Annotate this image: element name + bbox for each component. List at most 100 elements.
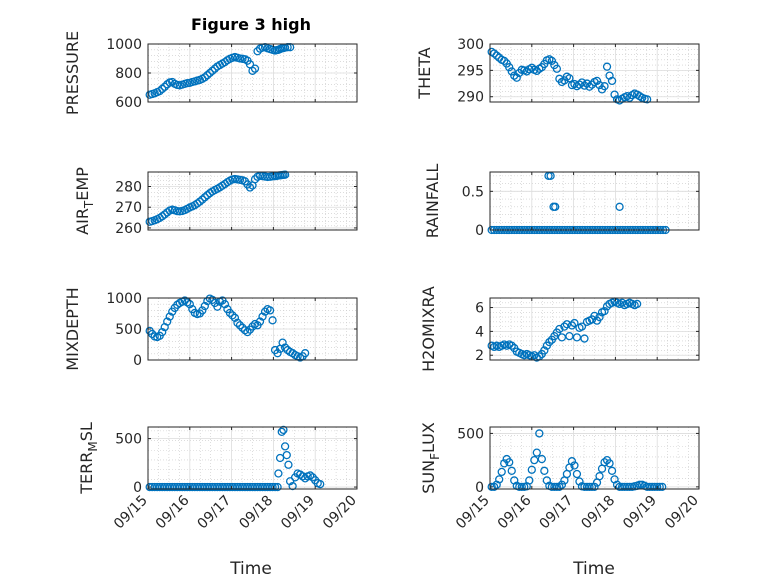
axes-box: [147, 426, 358, 490]
data-point: [607, 466, 617, 475]
data-point: [595, 80, 604, 90]
data-point: [208, 66, 217, 75]
data-point: [545, 337, 554, 347]
data-point: [279, 425, 288, 435]
data-point: [165, 312, 174, 321]
data-point: [248, 322, 257, 331]
y-axis-label: SUNFLUX: [419, 422, 442, 494]
data-point: [562, 320, 572, 329]
data-point: [535, 429, 544, 438]
x-tick-label: 09/15: [453, 493, 493, 533]
data-point: [273, 482, 282, 492]
panel-theta: 290 295 300 THETA: [415, 37, 700, 106]
data-point: [530, 351, 539, 360]
data-point: [230, 313, 240, 322]
data-point: [220, 300, 230, 309]
data-point: [487, 482, 496, 492]
y-tick-label: 1000: [106, 37, 142, 53]
panel-air_temp: 260 270 280 AIRTEMP: [73, 167, 358, 237]
y-tick-label: 260: [115, 221, 142, 237]
data-point: [490, 49, 499, 58]
data-point: [632, 299, 642, 309]
data-point: [527, 465, 536, 474]
data-point: [600, 82, 609, 91]
data-point: [160, 210, 169, 219]
panel-mixdepth: 0 500 1000 MIXDEPTH: [63, 287, 358, 371]
axes-box: [147, 171, 358, 231]
data-point: [235, 321, 245, 330]
data-point: [258, 312, 267, 321]
data-point: [275, 453, 285, 463]
data-point: [565, 74, 574, 83]
data-point: [250, 64, 260, 73]
panel-pressure: 600 800 1000 PRESSURE: [63, 31, 358, 115]
data-point: [500, 56, 509, 66]
data-point: [580, 334, 589, 343]
x-tick-label: 09/16: [495, 492, 535, 532]
x-tick-label: 09/18: [578, 493, 618, 533]
data-point: [557, 333, 567, 342]
y-axis-label: MIXDEPTH: [63, 287, 82, 370]
data-point: [600, 458, 609, 467]
data-point: [282, 450, 291, 460]
y-axis-label: AIRTEMP: [73, 167, 96, 235]
y-axis-label: H2OMIXRA: [419, 286, 438, 372]
data-point: [653, 482, 662, 492]
data-point: [296, 470, 305, 479]
data-point: [163, 317, 172, 326]
data-point: [612, 480, 622, 489]
data-point: [492, 51, 501, 60]
data-point: [585, 482, 594, 492]
data-point: [213, 302, 222, 311]
y-axis-label: THETA: [415, 47, 434, 99]
y-tick-label: 1000: [106, 291, 142, 307]
data-point: [288, 481, 297, 491]
data-point: [260, 307, 270, 316]
x-tick-label: 09/20: [662, 493, 702, 533]
data-point: [280, 343, 290, 352]
y-tick-label: 295: [457, 63, 484, 79]
data-point: [595, 312, 604, 322]
data-point: [587, 482, 597, 492]
data-point: [158, 84, 167, 94]
data-point: [552, 64, 562, 73]
x-tick-label: 09/19: [278, 493, 318, 533]
x-tick-label: 09/17: [195, 493, 235, 533]
data-point: [255, 317, 265, 326]
data-point: [278, 338, 287, 347]
data-point: [572, 469, 582, 479]
data-point: [200, 73, 209, 82]
x-axis-label-right: Time: [572, 559, 615, 579]
y-tick-label: 0: [475, 480, 484, 496]
data-point: [590, 482, 599, 492]
data-point: [570, 461, 579, 470]
y-tick-label: 270: [115, 200, 142, 216]
data-point: [615, 202, 624, 211]
data-point: [610, 90, 619, 99]
data-point: [605, 459, 614, 468]
data-point: [198, 195, 207, 204]
y-tick-label: 0: [475, 223, 484, 239]
data-point: [525, 476, 534, 485]
data-point: [552, 482, 562, 492]
data-point: [265, 306, 275, 315]
data-point: [203, 71, 212, 80]
data-point: [625, 482, 634, 492]
panel-rainfall: 0 0.5 RAINFALL: [423, 164, 700, 239]
data-point: [567, 457, 577, 466]
y-tick-label: 6: [475, 301, 484, 317]
data-point: [570, 79, 579, 89]
y-tick-label: 280: [115, 180, 142, 196]
data-point: [158, 327, 167, 337]
data-point: [155, 86, 164, 96]
y-tick-label: 0.5: [462, 184, 484, 200]
data-point: [195, 197, 204, 206]
data-point: [500, 459, 509, 468]
x-tick-label: 09/15: [111, 493, 151, 533]
y-axis-label: RAINFALL: [423, 164, 442, 239]
data-point: [280, 442, 290, 451]
y-tick-label: 600: [115, 95, 142, 111]
data-point: [547, 56, 557, 66]
x-tick-label: 09/19: [620, 493, 660, 533]
